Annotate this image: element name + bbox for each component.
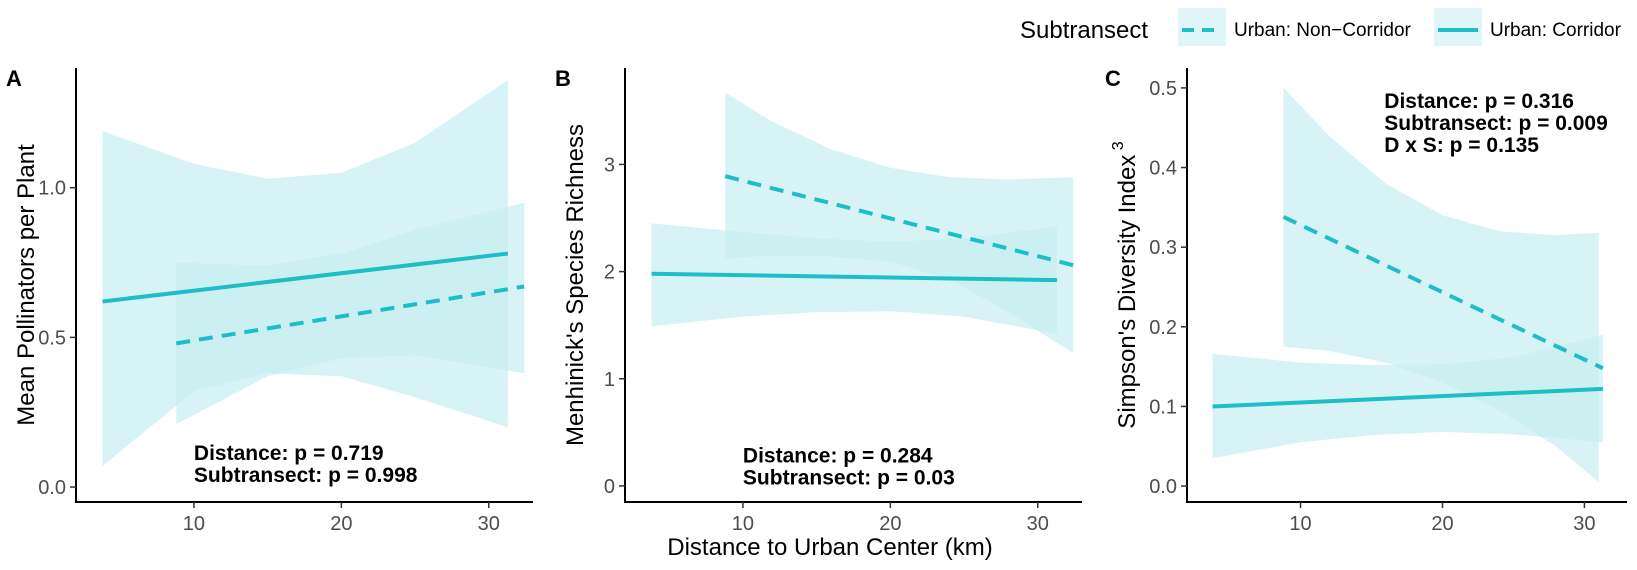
confidence-ribbon-noncorridor <box>725 92 1074 353</box>
trend-line-corridor <box>651 271 1057 283</box>
confidence-ribbon-noncorridor <box>1283 87 1599 483</box>
y-axis-title: Mean Pollinators per Plant <box>13 144 40 426</box>
x-tick-label: 20 <box>879 513 901 535</box>
x-tick-label: 20 <box>330 513 352 535</box>
panel-tag: C <box>1105 66 1121 91</box>
y-axis-title: Simpson's Diversity Index 3 <box>1110 141 1141 428</box>
y-tick-label: 0.3 <box>1149 237 1177 259</box>
x-tick-label: 20 <box>1431 513 1453 535</box>
stat-annotation: Distance: p = 0.284 <box>743 444 933 467</box>
legend-key-bg-corridor <box>1434 8 1482 46</box>
panel-tag: B <box>555 66 571 91</box>
y-tick-label: 0.2 <box>1149 317 1177 339</box>
legend: Subtransect Urban: Non−Corridor Urban: C… <box>1020 8 1622 46</box>
x-tick-label: 30 <box>1027 513 1049 535</box>
shared-x-axis-title: Distance to Urban Center (km) <box>667 534 992 561</box>
y-tick-label: 0 <box>604 476 615 498</box>
stat-annotation: Subtransect: p = 0.998 <box>194 464 418 487</box>
panel-tag: A <box>6 66 22 91</box>
x-tick-label: 30 <box>1573 513 1595 535</box>
y-tick-label: 0.5 <box>1149 78 1177 100</box>
x-tick-label: 30 <box>478 513 500 535</box>
x-tick-label: 10 <box>732 513 754 535</box>
trend-line-noncorridor <box>175 284 525 346</box>
stat-annotation: Distance: p = 0.719 <box>194 442 384 465</box>
panel-c: 0.0 0.1 0.2 0.3 0.4 0.5 10 20 30 C Simpson's Diver… <box>1105 66 1627 535</box>
confidence-ribbon-noncorridor <box>176 202 525 425</box>
y-tick-label: 3 <box>604 154 615 176</box>
stat-annotation: Subtransect: p = 0.03 <box>743 466 955 489</box>
y-axis-title-superscript: 3 <box>1110 141 1127 154</box>
stat-annotation: Distance: p = 0.316 <box>1384 90 1574 113</box>
y-tick-label: 0.1 <box>1149 396 1177 418</box>
legend-label-noncorridor: Urban: Non−Corridor <box>1234 20 1412 41</box>
trend-line-corridor <box>102 251 509 304</box>
y-tick-label: 2 <box>604 262 615 284</box>
x-tick-label: 10 <box>183 513 205 535</box>
legend-title: Subtransect <box>1020 17 1148 44</box>
y-tick-label: 0.4 <box>1149 158 1177 180</box>
panel-b: 0 1 2 3 10 20 30 B Menhinick's Species Richness D… <box>555 66 1082 535</box>
y-tick-label: 0.5 <box>38 327 66 349</box>
y-tick-label: 1 <box>604 369 615 391</box>
trend-line-noncorridor <box>1282 215 1604 371</box>
stat-annotation: D x S: p = 0.135 <box>1384 134 1539 157</box>
legend-label-corridor: Urban: Corridor <box>1490 20 1622 41</box>
x-tick-label: 10 <box>1289 513 1311 535</box>
y-tick-label: 0.0 <box>1149 476 1177 498</box>
legend-key-bg-noncorridor <box>1178 8 1226 46</box>
trend-line-corridor <box>1212 386 1603 409</box>
panel-a: 0.0 0.5 1.0 10 20 30 A Mean Pollinators per Pla… <box>6 66 533 535</box>
stat-annotation: Subtransect: p = 0.009 <box>1384 112 1608 135</box>
trend-line-noncorridor <box>724 174 1074 268</box>
y-axis-title: Menhinick's Species Richness <box>562 124 589 446</box>
y-tick-label: 1.0 <box>38 178 66 200</box>
y-tick-label: 0.0 <box>38 477 66 499</box>
